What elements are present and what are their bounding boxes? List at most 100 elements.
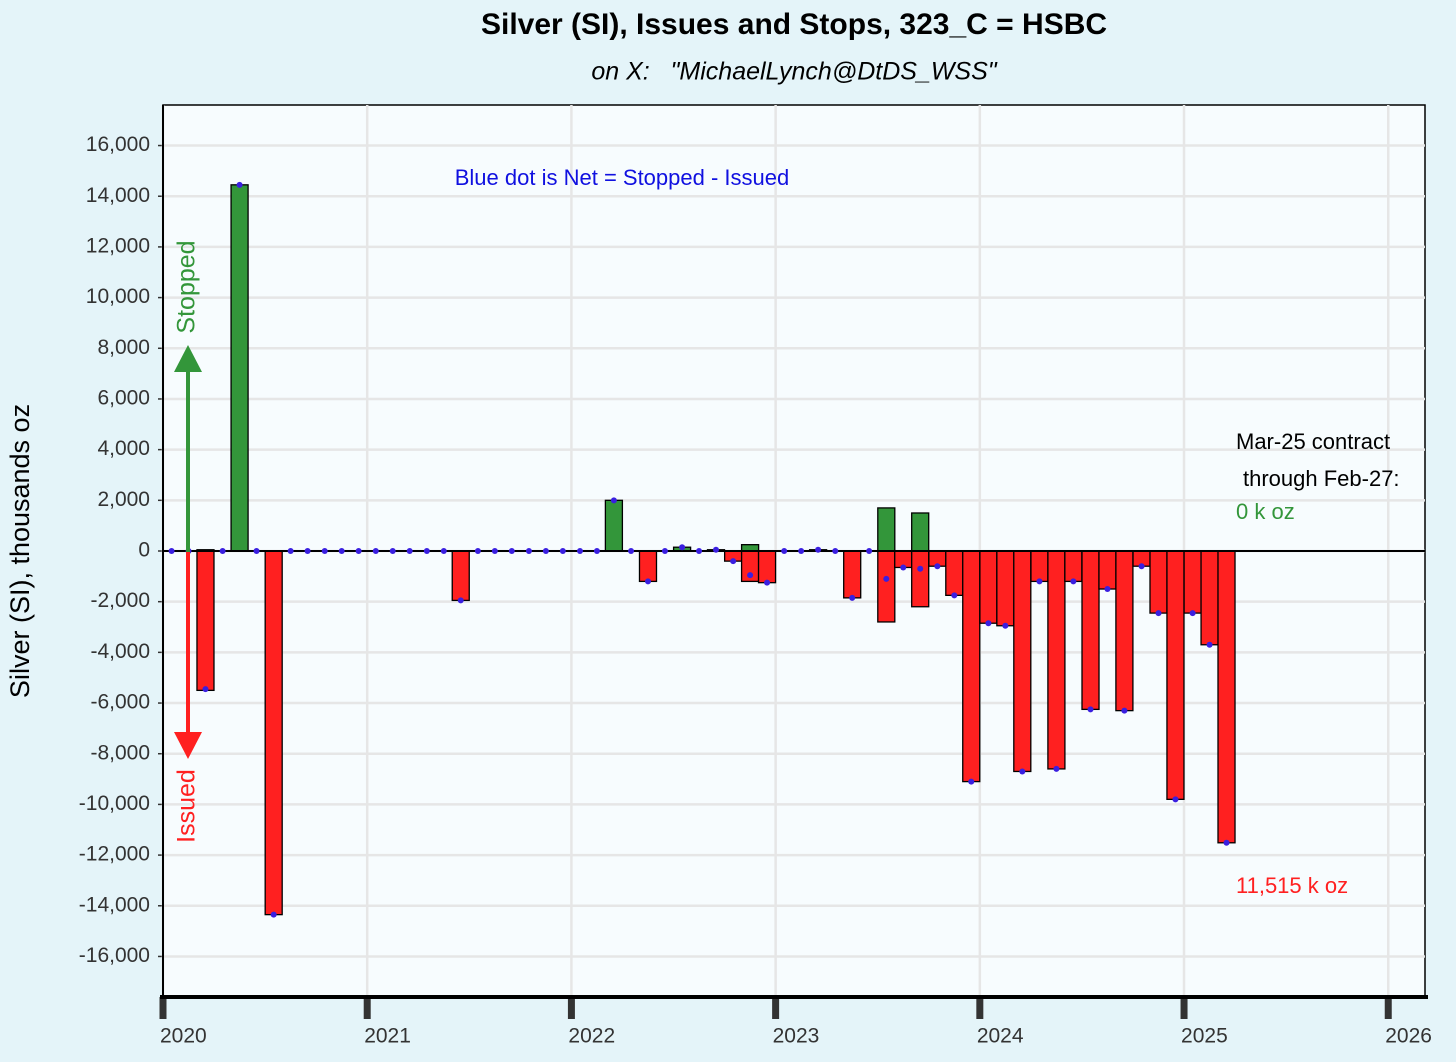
y-tick-label: 0 xyxy=(138,539,150,562)
net-dot xyxy=(1206,641,1213,648)
net-dot xyxy=(321,548,328,554)
net-dot xyxy=(866,548,873,554)
stopped-arrowhead xyxy=(174,345,202,372)
net-dot xyxy=(406,548,413,554)
net-dot xyxy=(355,548,362,554)
issued-arrowhead xyxy=(174,732,202,759)
y-tick-label: -10,000 xyxy=(79,792,150,815)
x-tick-label: 2025 xyxy=(1181,1025,1228,1048)
bar xyxy=(877,550,896,623)
net-dot xyxy=(253,548,260,554)
net-dot xyxy=(1070,578,1077,585)
net-dot xyxy=(440,548,447,554)
net-dot xyxy=(474,548,481,554)
net-dot xyxy=(951,592,958,599)
y-tick-label: 14,000 xyxy=(86,184,150,207)
net-dot xyxy=(542,548,549,554)
y-tick-label: 8,000 xyxy=(97,336,150,359)
net-dot xyxy=(1087,706,1094,713)
bar xyxy=(1200,550,1219,646)
net-dot xyxy=(815,546,822,553)
chart-subtitle: on X: "MichaelLynch@DtDS_WSS" xyxy=(591,58,997,86)
x-tick-label: 2024 xyxy=(977,1025,1024,1048)
net-dot xyxy=(696,548,703,554)
net-dot xyxy=(661,548,668,554)
y-tick-label: -12,000 xyxy=(79,843,150,866)
net-dot xyxy=(1172,796,1179,803)
x-tick-label: 2023 xyxy=(773,1025,820,1048)
net-dot xyxy=(985,620,992,627)
annotation: Mar-25 contract xyxy=(1236,429,1390,454)
net-dot xyxy=(1002,622,1009,629)
net-dot xyxy=(900,564,907,571)
net-dot xyxy=(389,548,396,554)
bar xyxy=(230,184,249,552)
bar xyxy=(604,499,624,552)
annotation: 0 k oz xyxy=(1236,499,1295,524)
y-tick-label: -14,000 xyxy=(79,893,150,916)
net-dot xyxy=(304,548,311,554)
y-tick-label: -2,000 xyxy=(90,589,150,612)
net-dot xyxy=(1138,563,1145,570)
net-dot xyxy=(576,548,583,554)
y-tick-label: -8,000 xyxy=(90,741,150,764)
bar xyxy=(638,550,658,583)
net-dot xyxy=(849,594,856,601)
net-dot xyxy=(628,548,635,554)
net-dot xyxy=(491,548,498,554)
bar xyxy=(1013,550,1032,773)
net-dot xyxy=(1036,578,1043,585)
net-dot xyxy=(270,911,277,918)
net-dot xyxy=(747,572,754,579)
net-dot xyxy=(559,548,566,554)
y-tick-label: -4,000 xyxy=(90,640,150,663)
net-dot xyxy=(372,548,379,554)
bar xyxy=(451,550,470,602)
y-tick-label: 10,000 xyxy=(86,285,150,308)
y-tick-label: -16,000 xyxy=(79,944,150,967)
bar xyxy=(1166,550,1185,800)
annotation: through Feb-27: xyxy=(1243,466,1400,491)
y-tick-label: 12,000 xyxy=(86,234,150,257)
bar xyxy=(196,550,215,692)
bar xyxy=(1030,550,1049,583)
bar xyxy=(911,512,930,552)
bar xyxy=(843,550,862,599)
net-dot xyxy=(338,548,345,554)
marks xyxy=(163,181,1425,918)
x-tick-label: 2026 xyxy=(1385,1025,1432,1048)
net-dot xyxy=(1019,768,1026,775)
y-tick-label: 6,000 xyxy=(97,387,150,410)
annotation: Blue dot is Net = Stopped - Issued xyxy=(455,165,789,190)
overlay: Stopped Issued Blue dot is Net = Stopped… xyxy=(173,165,1400,898)
y-tick-label: -6,000 xyxy=(90,691,150,714)
net-dot xyxy=(644,578,651,585)
bar xyxy=(757,550,777,584)
net-dot xyxy=(832,548,839,554)
bar xyxy=(1149,550,1168,614)
issued-label: Issued xyxy=(173,769,201,843)
y-tick-label: 2,000 xyxy=(97,488,150,511)
net-dot xyxy=(610,497,617,504)
net-dot xyxy=(883,575,890,582)
net-dot xyxy=(712,546,719,553)
net-dot xyxy=(423,548,430,554)
net-dot xyxy=(1053,765,1060,772)
bar xyxy=(1064,550,1083,583)
net-dot xyxy=(219,548,226,554)
net-dot xyxy=(1121,707,1128,714)
net-dot xyxy=(1223,839,1230,846)
net-dot xyxy=(781,548,788,554)
bar xyxy=(911,550,930,608)
bar xyxy=(1115,550,1134,712)
bar xyxy=(1183,550,1202,614)
net-dot xyxy=(202,686,209,693)
y-tick-label: 16,000 xyxy=(86,133,150,156)
net-dot xyxy=(236,181,243,188)
bar xyxy=(1081,550,1100,711)
net-dot xyxy=(917,565,924,572)
x-tick-label: 2022 xyxy=(568,1025,615,1048)
bar xyxy=(996,550,1015,627)
net-dot xyxy=(1189,610,1196,617)
